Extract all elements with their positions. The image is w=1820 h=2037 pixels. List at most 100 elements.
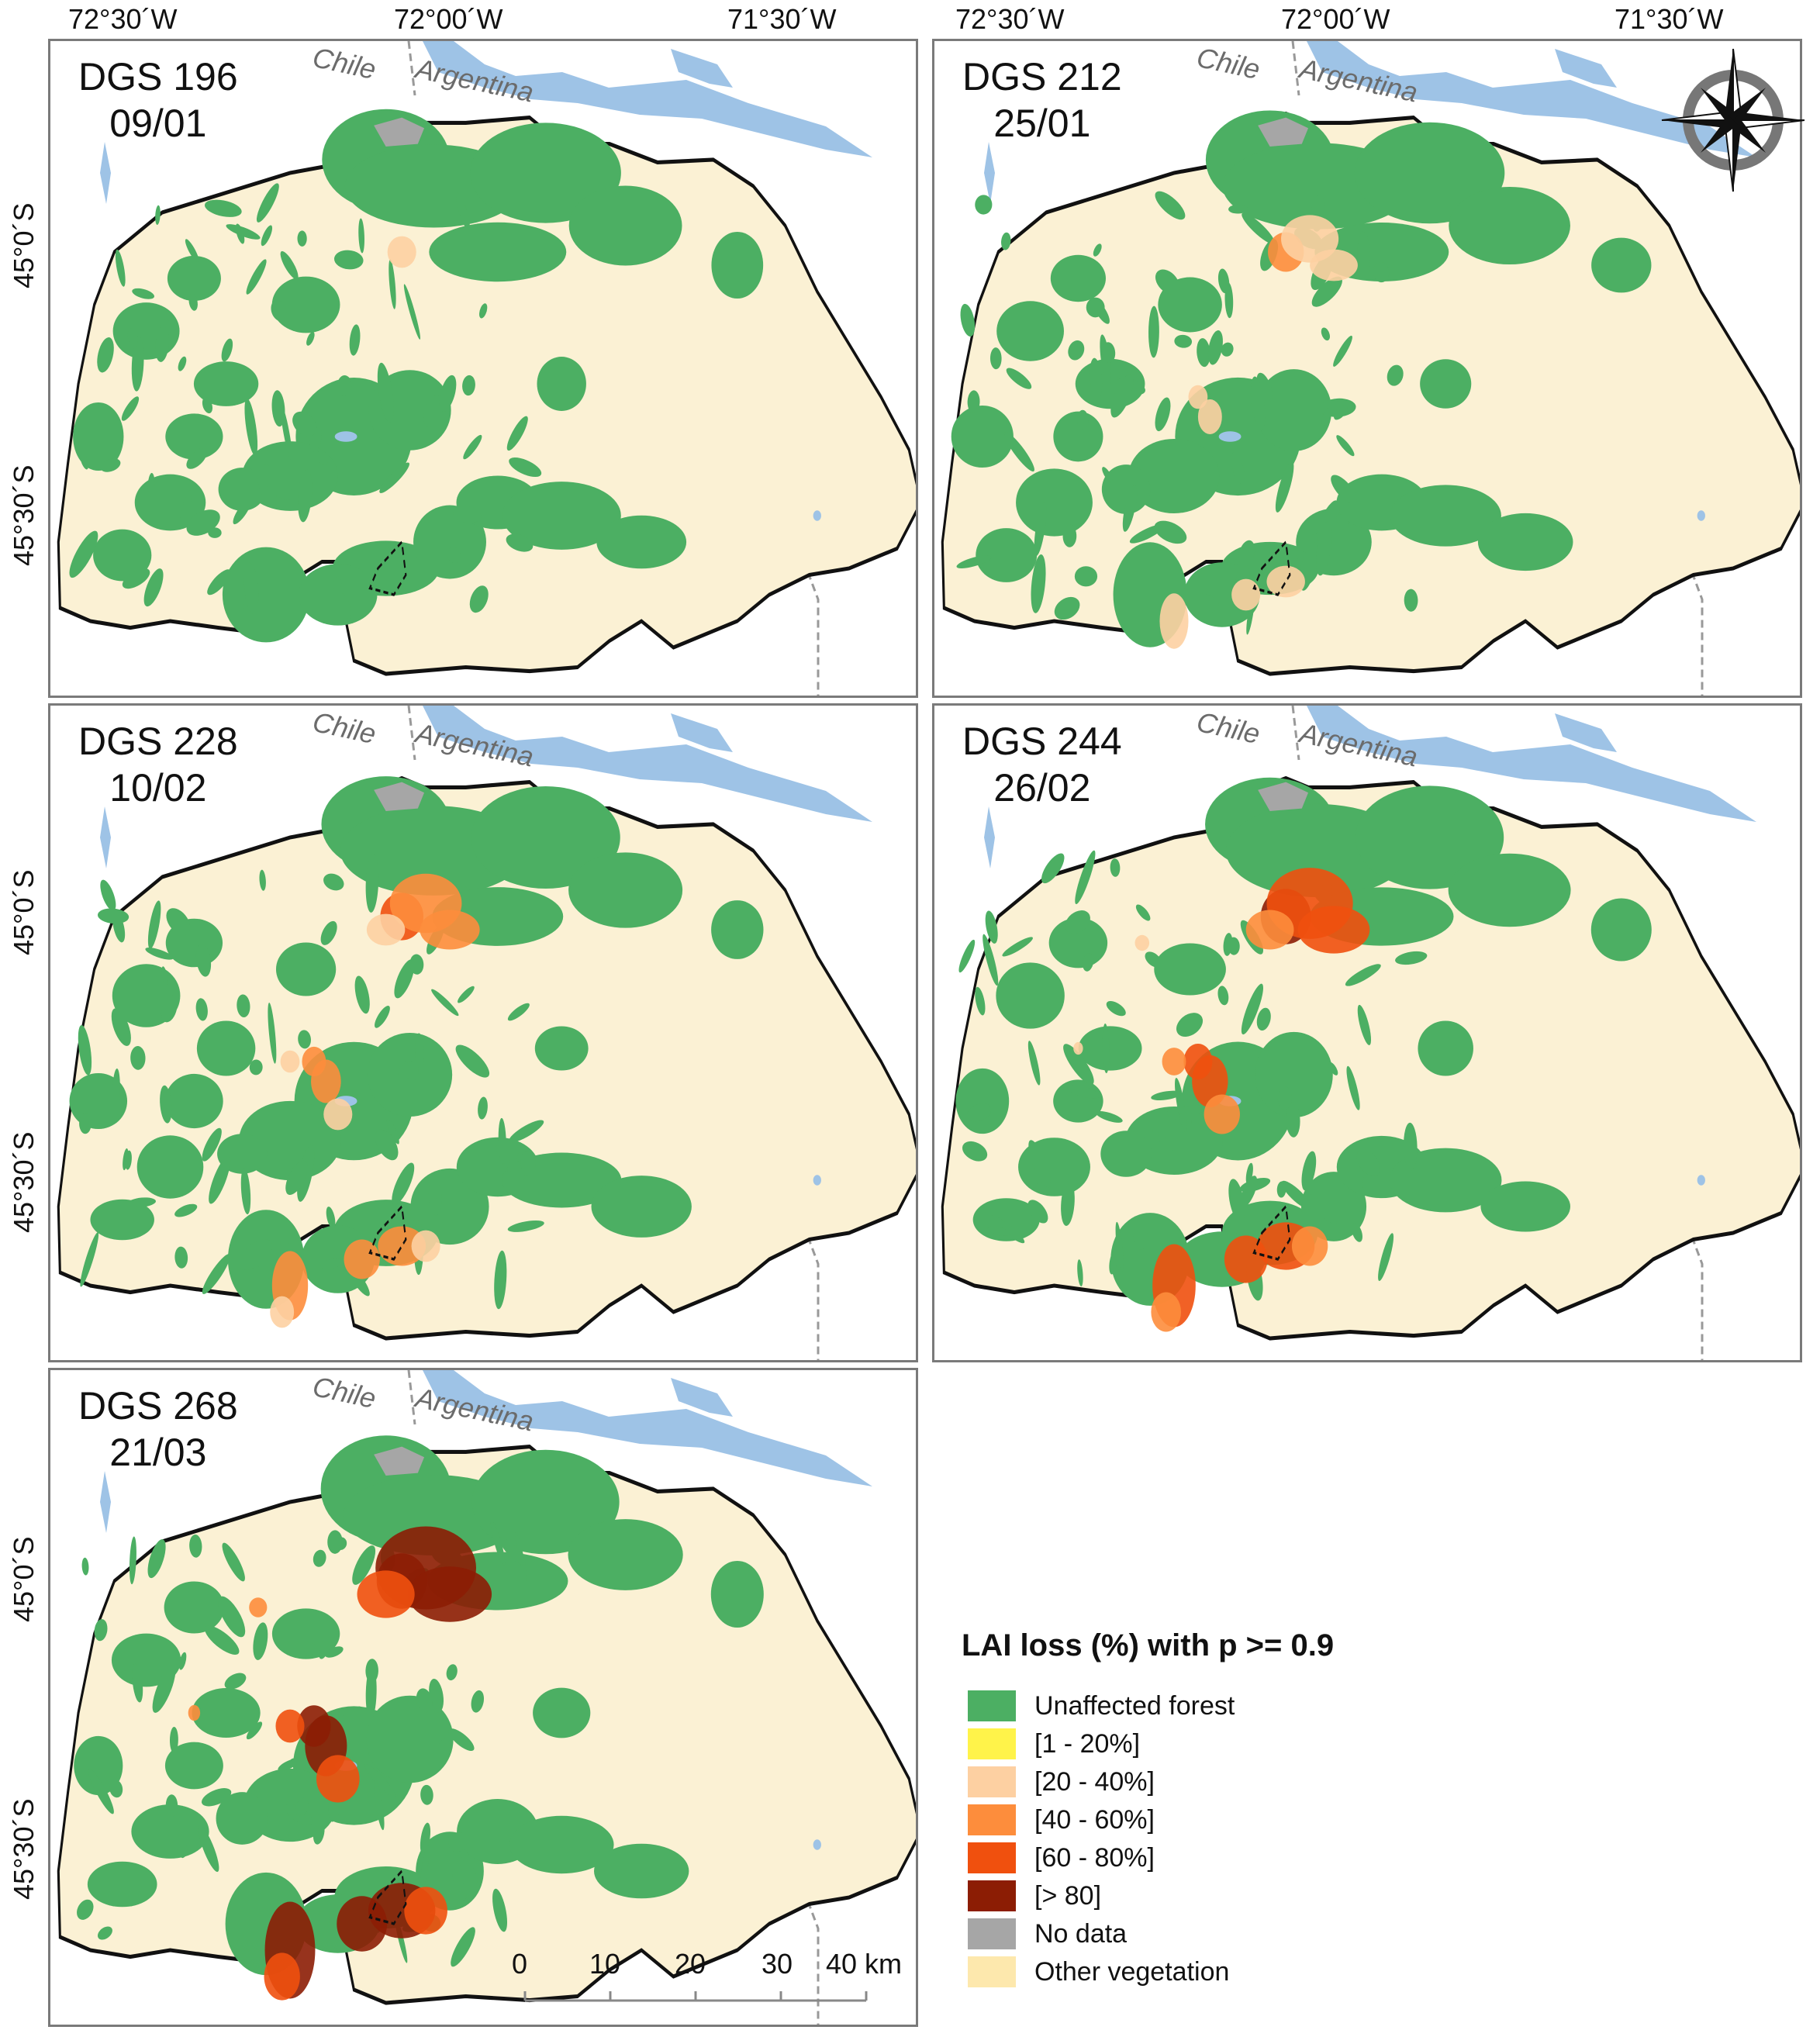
forest-strip — [386, 1118, 399, 1145]
legend-swatch — [968, 1918, 1016, 1949]
forest-strip — [1067, 1085, 1100, 1099]
forest-strip — [188, 293, 198, 311]
legend-label: [1 - 20%] — [1034, 1728, 1141, 1759]
lat-label-45-30-row3: 45°30´S — [8, 1798, 40, 1900]
forest-strip — [448, 1728, 475, 1752]
study-region — [57, 1440, 916, 2005]
forest-strip — [1357, 231, 1371, 279]
forest-patch — [955, 1068, 1010, 1134]
forest-strip — [1307, 1194, 1337, 1224]
forest-strip — [1241, 983, 1263, 1035]
lake-general-carrera — [423, 41, 872, 157]
legend-label: [40 - 60%] — [1034, 1804, 1155, 1835]
forest-strip — [304, 1643, 316, 1655]
forest-patch — [1418, 1020, 1473, 1076]
lake-small — [813, 510, 821, 521]
forest-patch — [1300, 1172, 1367, 1241]
forest-strip — [428, 1178, 442, 1216]
fire-perimeter — [368, 1869, 407, 1925]
map-panel-5: DGS 268 21/03 Chile Argentina — [48, 1368, 918, 2027]
forest-strip — [201, 1788, 232, 1807]
forest-strip — [446, 1664, 458, 1681]
panel-date: 21/03 — [109, 1431, 207, 1474]
forest-strip — [189, 1535, 202, 1558]
damage-patch — [1231, 578, 1261, 611]
forest-strip — [419, 1845, 430, 1898]
damage-patch — [275, 1709, 305, 1743]
forest-patch — [1050, 254, 1106, 302]
forest-strip — [1334, 405, 1348, 420]
damage-patch — [387, 236, 416, 268]
compass-rose-icon — [1661, 48, 1805, 192]
border-line — [1291, 41, 1704, 696]
forest-strip — [116, 1643, 148, 1673]
forest-strip — [259, 869, 266, 891]
forest-patch — [1255, 369, 1332, 451]
forest-strip — [469, 585, 489, 613]
forest-patch — [1448, 853, 1571, 927]
legend-item: [> 80] — [968, 1880, 1101, 1911]
damage-layer — [1073, 868, 1370, 1332]
forest-patch — [136, 1135, 204, 1199]
forest-strip — [1133, 1224, 1148, 1250]
damage-patch — [1245, 910, 1294, 950]
legend-label: Other vegetation — [1034, 1956, 1230, 1987]
damage-patch — [270, 1296, 295, 1328]
forest-strip — [409, 954, 424, 975]
forest-patch — [568, 1519, 683, 1590]
forest-strip — [222, 1542, 245, 1582]
forest-strip — [204, 199, 242, 217]
border-line — [1291, 706, 1704, 1360]
forest-patch — [596, 515, 687, 569]
damage-patch — [1134, 934, 1150, 951]
lake-north — [671, 49, 733, 88]
forest-strip — [1331, 475, 1357, 504]
forest-strip — [1155, 397, 1171, 432]
forest-patch — [568, 185, 682, 266]
no-data-area — [1258, 117, 1309, 147]
forest-strip — [1321, 327, 1330, 341]
forest-patch — [1078, 1026, 1142, 1071]
forest-patch — [976, 528, 1038, 582]
forest-strip — [127, 328, 138, 347]
forest-strip — [271, 300, 287, 322]
forest-strip — [1373, 261, 1390, 283]
lat-label-45-0-row3: 45°0´S — [8, 1536, 40, 1622]
forest-strip — [1378, 1233, 1394, 1281]
forest-strip — [960, 303, 976, 337]
forest-strip — [1165, 1136, 1176, 1151]
forest-strip — [983, 934, 999, 986]
forest-strip — [1357, 1004, 1372, 1045]
forest-strip — [349, 324, 361, 356]
sea-area — [50, 706, 143, 783]
legend-item: No data — [968, 1918, 1127, 1949]
forest-strip — [298, 1030, 311, 1049]
forest-strip — [221, 338, 233, 362]
scale-tick-10: 10 — [589, 1948, 621, 1980]
forest-strip — [415, 1033, 424, 1074]
map-canvas — [50, 41, 916, 696]
map-canvas — [934, 706, 1800, 1360]
forest-strip — [389, 259, 396, 309]
damage-patch — [1266, 565, 1305, 598]
forest-strip — [506, 533, 534, 552]
forest-strip — [509, 1120, 544, 1143]
forest-strip — [985, 910, 998, 944]
lake-small — [1697, 510, 1705, 521]
forest-strip — [1109, 1251, 1117, 1275]
legend-item: [40 - 60%] — [968, 1804, 1155, 1835]
legend-label: Unaffected forest — [1034, 1690, 1235, 1721]
forest-strip — [243, 562, 259, 614]
forest-strip — [398, 1062, 416, 1079]
forest-strip — [1135, 904, 1151, 921]
forest-strip — [436, 1738, 451, 1763]
forest-strip — [280, 404, 292, 461]
damage-patch — [366, 913, 406, 946]
forest-strip — [121, 396, 140, 421]
forest-strip — [313, 1820, 325, 1845]
forest-strip — [97, 337, 114, 373]
forest-strip — [268, 1003, 277, 1064]
forest-strip — [246, 1721, 263, 1740]
forest-strip — [1245, 1162, 1253, 1185]
map-panel-2: DGS 212 25/01 Chile Argentina — [932, 39, 1802, 698]
